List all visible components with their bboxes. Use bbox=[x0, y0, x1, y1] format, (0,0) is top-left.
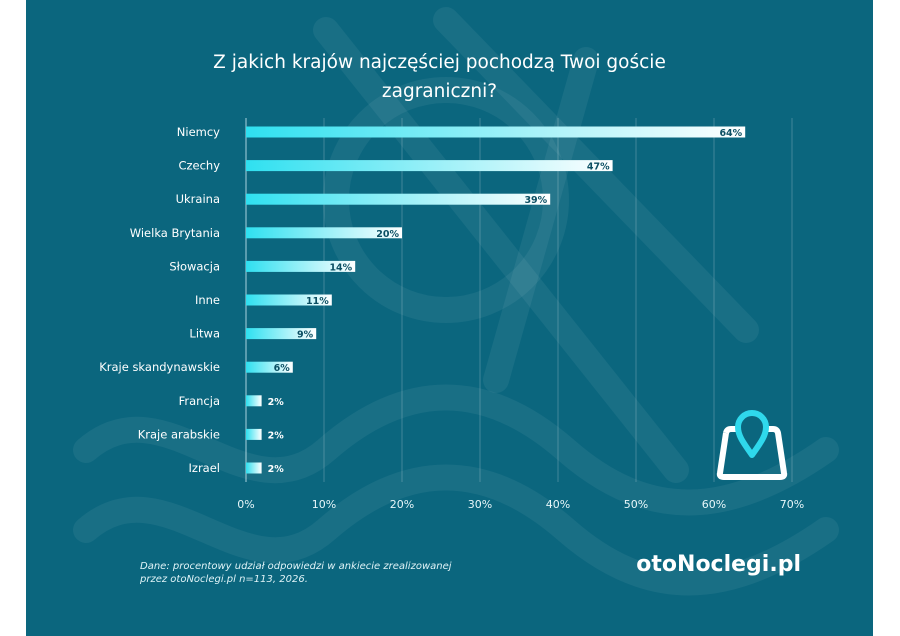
bar bbox=[246, 294, 332, 306]
bar bbox=[246, 160, 613, 172]
data-label: 2% bbox=[268, 430, 285, 441]
x-tick-label: 50% bbox=[624, 498, 648, 511]
data-label: 20% bbox=[376, 229, 399, 240]
category-label: Słowacja bbox=[169, 259, 220, 273]
data-label: 11% bbox=[306, 296, 329, 307]
data-label: 2% bbox=[268, 464, 285, 475]
data-label: 47% bbox=[587, 162, 610, 173]
note-line-1: Dane: procentowy udział odpowiedzi w ank… bbox=[140, 561, 452, 572]
title-line-2: zagraniczni? bbox=[381, 81, 498, 102]
infographic-panel: Z jakich krajów najczęściej pochodzą Two… bbox=[26, 0, 873, 636]
category-label: Francja bbox=[179, 394, 220, 408]
category-label: Niemcy bbox=[177, 125, 220, 139]
bar bbox=[246, 428, 262, 440]
brand-logo: otoNoclegi.pl bbox=[636, 552, 801, 577]
bar bbox=[246, 126, 746, 138]
bar bbox=[246, 328, 317, 340]
bar bbox=[246, 395, 262, 407]
data-label: 39% bbox=[524, 195, 547, 206]
x-tick-label: 70% bbox=[780, 498, 804, 511]
category-label: Kraje arabskie bbox=[138, 427, 220, 441]
data-label: 14% bbox=[329, 262, 352, 273]
x-tick-label: 30% bbox=[468, 498, 492, 511]
x-tick-label: 20% bbox=[390, 498, 414, 511]
x-tick-label: 40% bbox=[546, 498, 570, 511]
bar bbox=[246, 227, 402, 239]
category-label: Litwa bbox=[189, 327, 220, 341]
note-line-2: przez otoNoclegi.pl n=113, 2026. bbox=[140, 574, 308, 585]
category-label: Izrael bbox=[189, 461, 220, 475]
bar bbox=[246, 193, 551, 205]
data-label: 64% bbox=[719, 128, 742, 139]
x-tick-label: 10% bbox=[312, 498, 336, 511]
data-label: 6% bbox=[274, 363, 291, 374]
category-label: Ukraina bbox=[176, 192, 220, 206]
title-line-1: Z jakich krajów najczęściej pochodzą Two… bbox=[213, 52, 666, 73]
category-label: Kraje skandynawskie bbox=[99, 360, 220, 374]
data-source-note: Dane: procentowy udział odpowiedzi w ank… bbox=[140, 560, 452, 586]
data-label: 9% bbox=[297, 330, 314, 341]
data-label: 2% bbox=[268, 397, 285, 408]
map-pin-icon bbox=[716, 410, 788, 480]
bar bbox=[246, 462, 262, 474]
chart-title: Z jakich krajów najczęściej pochodzą Two… bbox=[26, 48, 873, 106]
x-tick-label: 0% bbox=[237, 498, 254, 511]
category-label: Inne bbox=[195, 293, 220, 307]
bar bbox=[246, 260, 356, 272]
bar-chart: Niemcy 64% Czechy 47% Ukraina 39% Wielka Bryta… bbox=[99, 118, 804, 511]
bar bbox=[246, 361, 293, 373]
category-label: Czechy bbox=[178, 159, 220, 173]
x-tick-label: 60% bbox=[702, 498, 726, 511]
category-label: Wielka Brytania bbox=[130, 226, 220, 240]
